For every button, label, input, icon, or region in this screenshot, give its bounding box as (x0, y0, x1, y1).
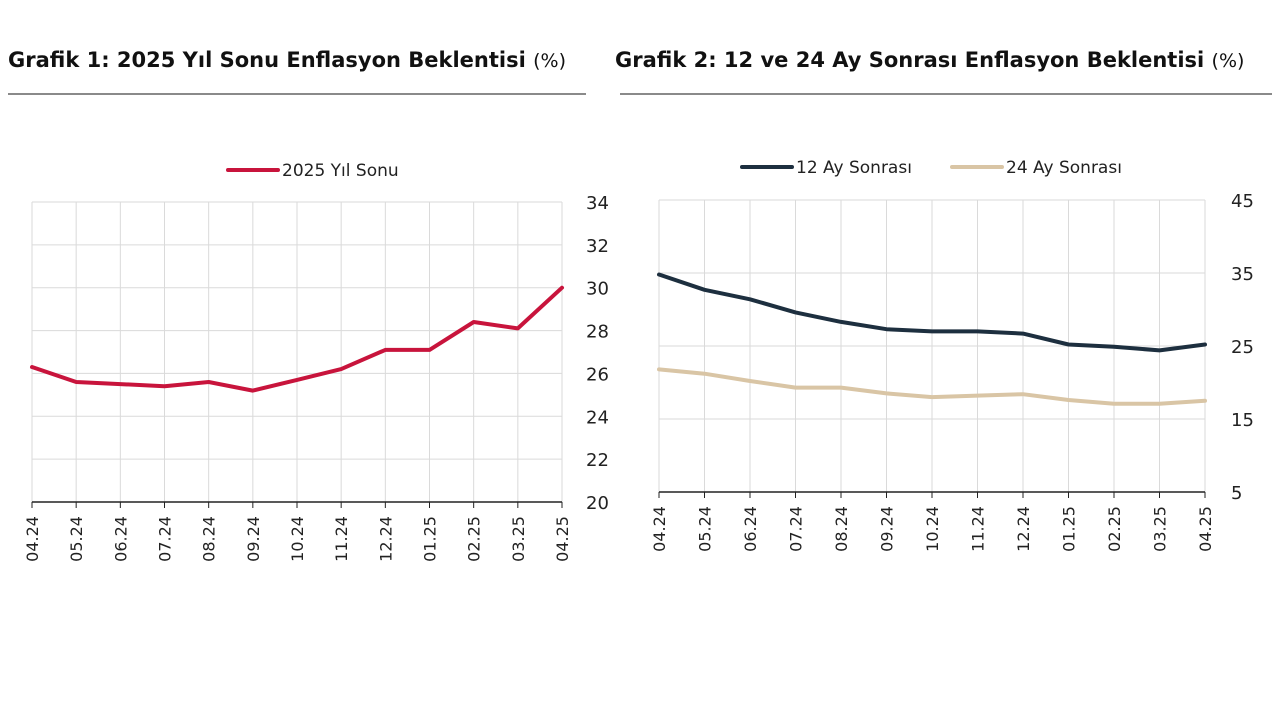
chart1-title: Grafik 1: 2025 Yıl Sonu Enflasyon Beklen… (8, 48, 566, 72)
chart1-xtick-label: 06.24 (111, 516, 130, 562)
chart1-title-rule (8, 93, 586, 95)
chart1-xtick-label: 05.24 (67, 516, 86, 562)
chart2-ytick-label: 45 (1231, 191, 1254, 212)
chart2-xtick-label: 09.24 (878, 506, 897, 552)
chart2-xtick-label: 06.24 (741, 506, 760, 552)
chart2-title-text: Grafik 2: 12 ve 24 Ay Sonrası Enflasyon … (615, 48, 1205, 72)
chart2-legend-label: 12 Ay Sonrası (796, 158, 912, 178)
chart2-xtick-label: 02.25 (1105, 506, 1124, 552)
chart2-ytick-label: 25 (1231, 337, 1254, 358)
chart1-ytick-label: 20 (586, 493, 609, 514)
chart2-title: Grafik 2: 12 ve 24 Ay Sonrası Enflasyon … (615, 48, 1244, 72)
chart2-xtick-label: 04.24 (650, 506, 669, 552)
chart2-ytick-label: 15 (1231, 410, 1254, 431)
chart2-xtick-label: 05.24 (696, 506, 715, 552)
chart1-ytick-label: 32 (586, 236, 609, 257)
chart2-legend-label: 24 Ay Sonrası (1006, 158, 1122, 178)
chart1-ytick-label: 28 (586, 322, 609, 343)
chart2-xtick-label: 07.24 (787, 506, 806, 552)
chart1: 20 22 24 26 28 30 32 34 04.24 05.24 06.24 07.24 08.2… (23, 161, 609, 562)
chart1-xtick-label: 01.25 (421, 516, 440, 562)
chart2-ytick-label: 35 (1231, 264, 1254, 285)
chart2-xtick-label: 10.24 (923, 506, 942, 552)
chart1-xtick-label: 10.24 (288, 516, 307, 562)
chart1-xtick-label: 08.24 (200, 516, 219, 562)
chart2-xtick-label: 03.25 (1151, 506, 1170, 552)
chart1-xtick-label: 09.24 (244, 516, 263, 562)
chart2-xtick-label: 08.24 (832, 506, 851, 552)
chart1-series-line-1 (30, 285, 564, 393)
chart1-title-text: Grafik 1: 2025 Yıl Sonu Enflasyon Beklen… (8, 48, 526, 72)
chart1-ytick-label: 34 (586, 193, 609, 214)
chart1-xtick-label: 07.24 (156, 516, 175, 562)
chart1-ytick-label: 24 (586, 407, 609, 428)
chart1-title-unit: (%) (533, 50, 567, 72)
chart1-legend-label: 2025 Yıl Sonu (282, 161, 399, 181)
chart2-title-rule (620, 93, 1272, 95)
chart2-series-line-1 (657, 272, 1207, 353)
chart1-xtick-label: 04.24 (23, 516, 42, 562)
chart2-title-unit: (%) (1211, 50, 1245, 72)
chart2: 5 15 25 35 45 04.24 05.24 06.24 07.24 08.24 09.24 1… (650, 158, 1254, 552)
chart1-xtick-label: 02.25 (465, 516, 484, 562)
chart2-series-line-2 (657, 367, 1207, 406)
chart2-xtick-label: 01.25 (1060, 506, 1079, 552)
chart1-ytick-label: 26 (586, 364, 609, 385)
chart2-xtick-label: 11.24 (969, 506, 988, 552)
chart2-xtick-label: 04.25 (1196, 506, 1215, 552)
chart1-ytick-label: 30 (586, 279, 609, 300)
chart1-xtick-label: 04.25 (553, 516, 572, 562)
chart1-ytick-label: 22 (586, 450, 609, 471)
chart1-xtick-label: 03.25 (509, 516, 528, 562)
chart2-ytick-label: 5 (1231, 483, 1242, 504)
chart1-xtick-label: 11.24 (332, 516, 351, 562)
chart1-xtick-label: 12.24 (376, 516, 395, 562)
chart2-xtick-label: 12.24 (1014, 506, 1033, 552)
